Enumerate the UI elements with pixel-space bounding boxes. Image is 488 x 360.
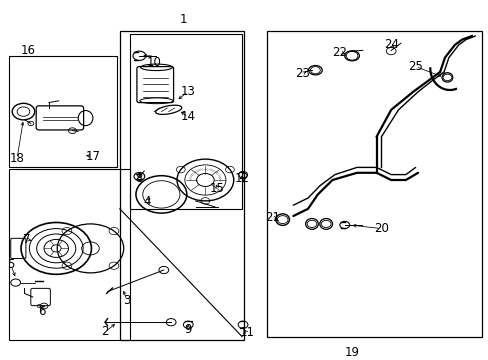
Text: 13: 13 (181, 85, 195, 98)
Bar (9, 56, 117, 167)
Text: 2: 2 (101, 325, 109, 338)
Text: 10: 10 (146, 57, 161, 69)
Text: 24: 24 (383, 39, 398, 51)
Text: 15: 15 (210, 183, 224, 195)
Bar (266, 31, 481, 337)
Text: 19: 19 (344, 346, 359, 359)
Text: 7: 7 (23, 233, 31, 246)
Text: 1: 1 (179, 13, 187, 26)
Text: 4: 4 (142, 195, 150, 208)
Text: 9: 9 (184, 323, 192, 336)
Bar (9, 169, 129, 340)
Text: 25: 25 (407, 60, 422, 73)
Text: 14: 14 (181, 111, 195, 123)
Text: 8: 8 (135, 172, 143, 185)
Text: 5: 5 (7, 258, 15, 271)
Text: 12: 12 (234, 172, 249, 185)
Text: 11: 11 (239, 327, 254, 339)
Bar (129, 34, 242, 209)
Text: 3: 3 (123, 294, 131, 307)
Text: 20: 20 (373, 222, 388, 235)
Text: 6: 6 (38, 305, 45, 318)
Text: 17: 17 (85, 150, 100, 163)
Text: 23: 23 (294, 67, 309, 80)
Text: 18: 18 (10, 152, 24, 165)
Text: 16: 16 (21, 44, 36, 57)
Text: 22: 22 (332, 46, 346, 59)
Text: 21: 21 (265, 211, 280, 224)
Bar (120, 31, 244, 340)
